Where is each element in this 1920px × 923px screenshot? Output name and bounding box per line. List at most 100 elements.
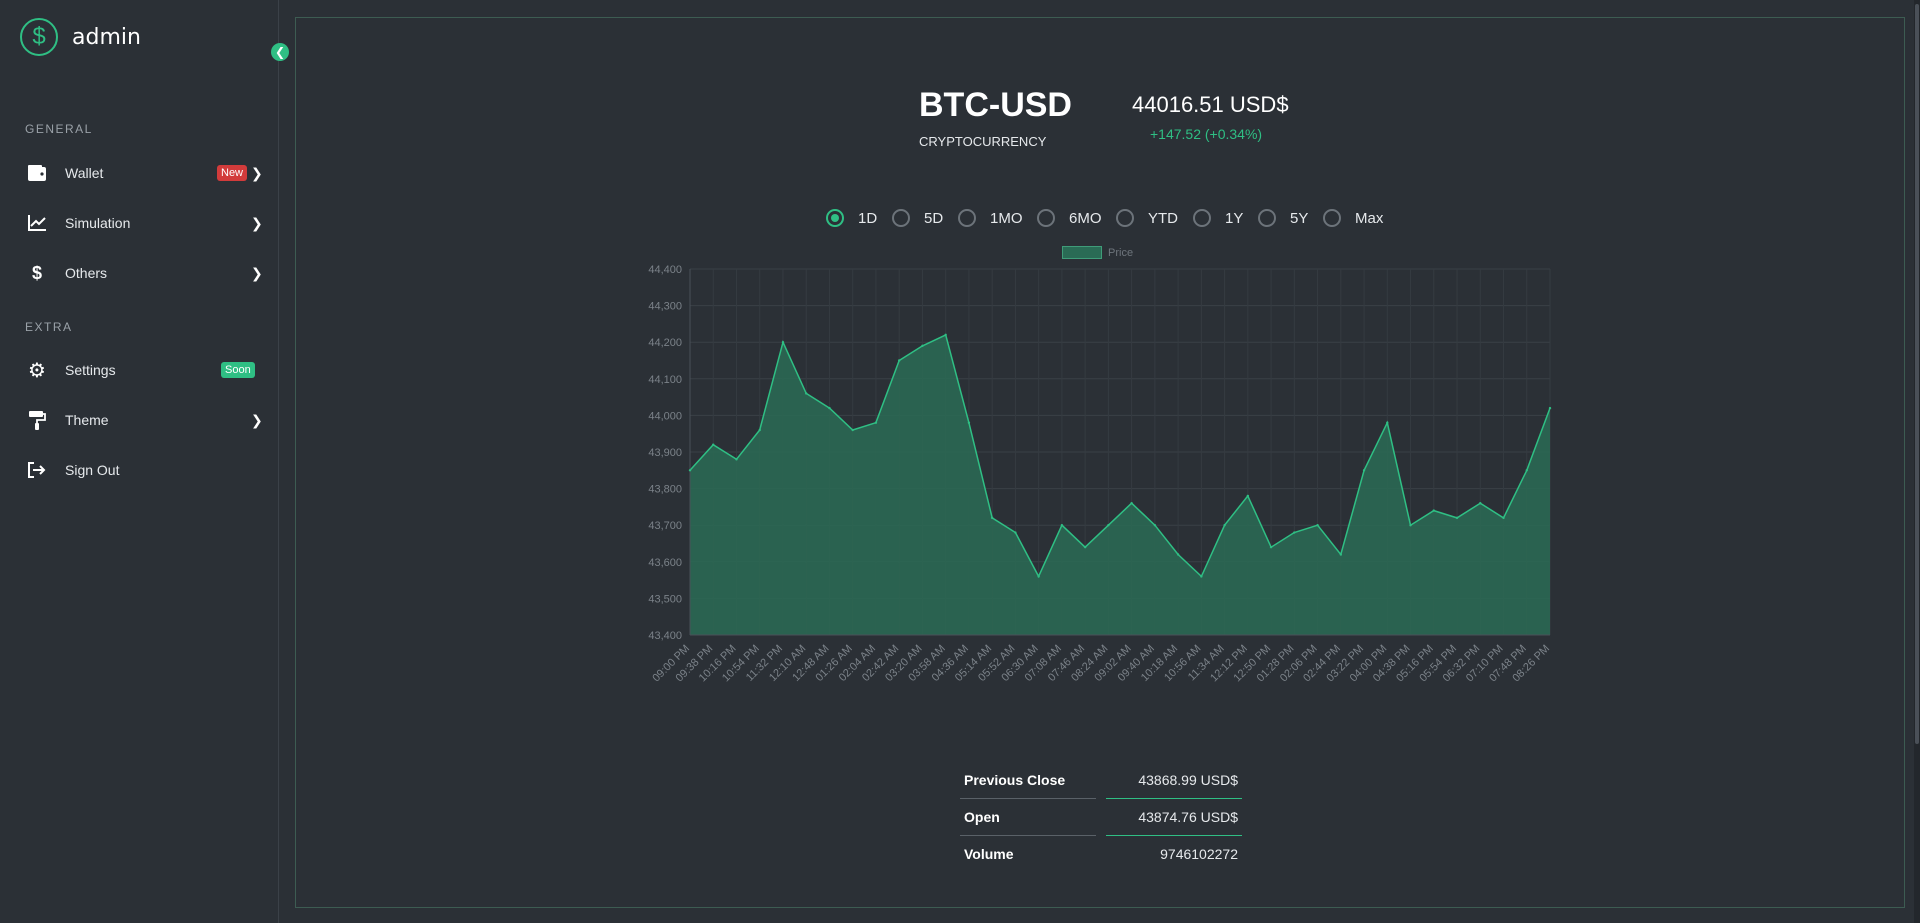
data-point (781, 341, 785, 344)
y-tick-label: 43,500 (648, 593, 682, 605)
new-badge: New (217, 165, 248, 181)
y-tick-label: 43,700 (648, 520, 682, 532)
wallet-icon (26, 162, 48, 184)
data-point (897, 359, 901, 362)
range-label: YTD (1148, 209, 1178, 227)
data-point (1153, 524, 1157, 527)
sidebar-item-wallet[interactable]: Wallet New ❯ (0, 153, 279, 193)
range-option-5d[interactable]: 5D (892, 207, 943, 229)
chart-legend[interactable]: Price (1062, 246, 1133, 259)
table-row: Volume 9746102272 (960, 836, 1242, 872)
data-point (921, 344, 924, 348)
data-point (1362, 469, 1366, 472)
data-point (1083, 545, 1087, 549)
collapse-sidebar-button[interactable]: ❮ (271, 43, 289, 61)
data-point (1176, 553, 1180, 556)
radio-button[interactable] (1258, 209, 1276, 227)
data-point (1409, 524, 1412, 527)
data-point (712, 443, 715, 446)
chevron-right-icon: ❯ (251, 164, 263, 181)
data-point (1014, 531, 1017, 534)
data-point (805, 392, 808, 395)
radio-button[interactable] (826, 209, 844, 227)
data-point (688, 469, 692, 472)
range-label: 1Y (1225, 209, 1244, 227)
sidebar-item-sign-out[interactable]: Sign Out (0, 450, 279, 490)
sign-out-icon (26, 459, 48, 481)
sidebar-item-others[interactable]: $ Others ❯ (0, 253, 279, 293)
range-option-ytd[interactable]: YTD (1116, 207, 1178, 229)
y-tick-label: 43,400 (648, 630, 682, 642)
data-point (1316, 524, 1319, 527)
data-point (851, 428, 854, 432)
stat-label: Volume (964, 846, 1014, 862)
y-tick-label: 44,000 (648, 410, 682, 422)
legend-swatch (1062, 246, 1102, 259)
radio-button[interactable] (1037, 209, 1055, 227)
main-panel (295, 17, 1905, 908)
range-option-1d[interactable]: 1D (826, 207, 877, 229)
range-option-1mo[interactable]: 1MO (958, 207, 1023, 229)
y-tick-label: 44,400 (648, 264, 682, 276)
current-price: 44016.51 USD$ (1132, 92, 1289, 117)
section-label-extra: EXTRA (25, 320, 73, 334)
legend-label: Price (1108, 246, 1134, 259)
range-label: 6MO (1069, 209, 1102, 227)
price-chart[interactable]: 44,400 44,300 44,200 44,100 44,000 43,900 43,8… (620, 255, 1560, 700)
range-option-5y[interactable]: 5Y (1258, 207, 1308, 229)
radio-button[interactable] (892, 209, 910, 227)
sidebar-item-label: Others (65, 265, 108, 281)
range-label: 1MO (990, 209, 1023, 227)
data-point (758, 428, 761, 432)
range-option-6mo[interactable]: 6MO (1037, 207, 1102, 229)
radio-button[interactable] (958, 209, 976, 227)
section-label-general: GENERAL (25, 122, 93, 136)
data-point (1502, 516, 1505, 520)
price-line (689, 333, 1551, 579)
scrollbar-thumb[interactable] (1915, 4, 1919, 744)
price-area (690, 334, 1550, 635)
range-label: 1D (858, 209, 878, 227)
data-point (1432, 509, 1435, 512)
radio-button[interactable] (1323, 209, 1341, 227)
data-point (1525, 469, 1528, 472)
data-point (828, 406, 831, 410)
y-tick-label: 43,900 (648, 447, 682, 459)
sidebar-item-label: Settings (65, 362, 116, 378)
stats-table: Previous Close 43868.99 USD$ Open 43874.… (950, 762, 1252, 872)
chart-line-icon (26, 212, 48, 234)
brand[interactable]: $ admin (20, 18, 141, 56)
brand-name: admin (72, 24, 141, 50)
y-tick-label: 44,100 (648, 374, 682, 386)
data-point (1293, 531, 1296, 534)
chevron-right-icon: ❯ (251, 214, 263, 231)
data-point (1130, 502, 1133, 505)
data-point (967, 421, 971, 424)
sidebar-item-simulation[interactable]: Simulation ❯ (0, 203, 279, 243)
sidebar-item-label: Wallet (65, 165, 104, 181)
radio-button[interactable] (1193, 209, 1211, 227)
data-point (735, 458, 738, 461)
data-point (1269, 545, 1273, 549)
data-point (1386, 421, 1389, 424)
data-point (990, 516, 994, 520)
range-option-1y[interactable]: 1Y (1193, 207, 1243, 229)
stat-value: 9746102272 (1160, 846, 1238, 862)
sidebar-item-label: Theme (65, 412, 109, 428)
sidebar-item-theme[interactable]: Theme ❯ (0, 400, 279, 440)
dollar-icon: $ (31, 262, 42, 283)
data-point (1037, 575, 1040, 578)
dollar-circle-icon: $ (20, 18, 58, 56)
table-row: Previous Close 43868.99 USD$ (960, 762, 1242, 799)
soon-badge: Soon (221, 362, 255, 378)
asset-category: CRYPTOCURRENCY (919, 134, 1047, 149)
data-point (1479, 502, 1482, 505)
price-change: +147.52 (+0.34%) (1150, 126, 1263, 142)
gear-icon: ⚙ (28, 359, 46, 382)
range-label: Max (1355, 209, 1384, 227)
range-option-max[interactable]: Max (1323, 207, 1383, 229)
range-label: 5D (924, 209, 944, 227)
data-point (1223, 524, 1226, 527)
sidebar-item-settings[interactable]: ⚙ Settings Soon (0, 350, 279, 390)
radio-button[interactable] (1116, 209, 1134, 227)
